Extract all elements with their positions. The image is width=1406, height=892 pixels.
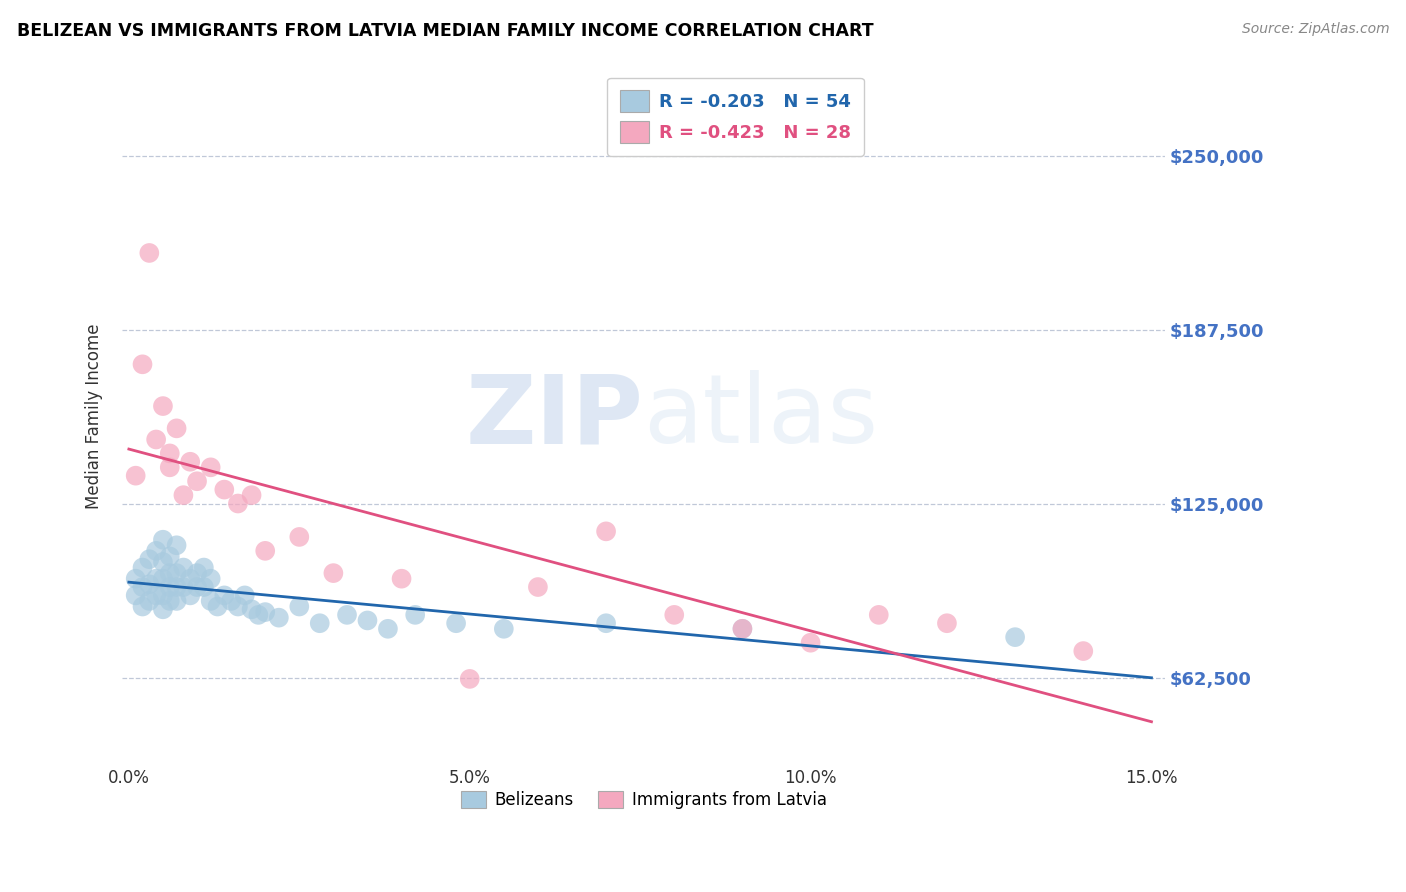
- Point: [214, 483, 236, 497]
- Point: [145, 433, 167, 447]
- Point: [322, 566, 344, 581]
- Point: [166, 580, 188, 594]
- Point: [200, 594, 222, 608]
- Point: [731, 622, 754, 636]
- Point: [356, 614, 378, 628]
- Point: [179, 572, 201, 586]
- Point: [131, 357, 153, 371]
- Point: [145, 572, 167, 586]
- Point: [219, 594, 242, 608]
- Point: [152, 399, 174, 413]
- Point: [138, 594, 160, 608]
- Point: [152, 533, 174, 547]
- Point: [595, 616, 617, 631]
- Point: [131, 560, 153, 574]
- Point: [308, 616, 330, 631]
- Point: [193, 560, 215, 574]
- Point: [145, 544, 167, 558]
- Text: atlas: atlas: [644, 370, 879, 463]
- Point: [404, 607, 426, 622]
- Point: [200, 460, 222, 475]
- Point: [200, 572, 222, 586]
- Point: [226, 599, 249, 614]
- Point: [207, 599, 229, 614]
- Point: [159, 549, 181, 564]
- Point: [377, 622, 399, 636]
- Point: [664, 607, 686, 622]
- Point: [492, 622, 515, 636]
- Point: [152, 572, 174, 586]
- Point: [254, 605, 277, 619]
- Point: [240, 488, 263, 502]
- Point: [145, 588, 167, 602]
- Point: [166, 538, 188, 552]
- Point: [1004, 630, 1026, 644]
- Point: [172, 560, 194, 574]
- Point: [138, 552, 160, 566]
- Point: [527, 580, 550, 594]
- Point: [214, 588, 236, 602]
- Point: [458, 672, 481, 686]
- Point: [254, 544, 277, 558]
- Point: [391, 572, 413, 586]
- Point: [186, 475, 208, 489]
- Text: Source: ZipAtlas.com: Source: ZipAtlas.com: [1241, 22, 1389, 37]
- Point: [186, 566, 208, 581]
- Point: [152, 588, 174, 602]
- Point: [159, 566, 181, 581]
- Point: [138, 577, 160, 591]
- Point: [247, 607, 270, 622]
- Point: [152, 602, 174, 616]
- Point: [226, 496, 249, 510]
- Point: [125, 588, 148, 602]
- Point: [179, 455, 201, 469]
- Point: [444, 616, 467, 631]
- Point: [125, 468, 148, 483]
- Point: [595, 524, 617, 539]
- Point: [159, 460, 181, 475]
- Point: [233, 588, 256, 602]
- Point: [159, 446, 181, 460]
- Point: [159, 594, 181, 608]
- Point: [131, 599, 153, 614]
- Point: [159, 580, 181, 594]
- Point: [125, 572, 148, 586]
- Point: [172, 580, 194, 594]
- Legend: Belizeans, Immigrants from Latvia: Belizeans, Immigrants from Latvia: [454, 784, 834, 815]
- Point: [336, 607, 359, 622]
- Point: [193, 580, 215, 594]
- Point: [152, 555, 174, 569]
- Point: [800, 636, 823, 650]
- Point: [131, 580, 153, 594]
- Point: [179, 588, 201, 602]
- Point: [936, 616, 959, 631]
- Point: [868, 607, 890, 622]
- Point: [731, 622, 754, 636]
- Point: [288, 530, 311, 544]
- Point: [288, 599, 311, 614]
- Point: [138, 246, 160, 260]
- Point: [166, 594, 188, 608]
- Point: [186, 580, 208, 594]
- Point: [166, 421, 188, 435]
- Point: [166, 566, 188, 581]
- Y-axis label: Median Family Income: Median Family Income: [86, 324, 103, 509]
- Text: BELIZEAN VS IMMIGRANTS FROM LATVIA MEDIAN FAMILY INCOME CORRELATION CHART: BELIZEAN VS IMMIGRANTS FROM LATVIA MEDIA…: [17, 22, 873, 40]
- Point: [240, 602, 263, 616]
- Point: [267, 610, 290, 624]
- Point: [172, 488, 194, 502]
- Point: [1071, 644, 1094, 658]
- Text: ZIP: ZIP: [465, 370, 644, 463]
